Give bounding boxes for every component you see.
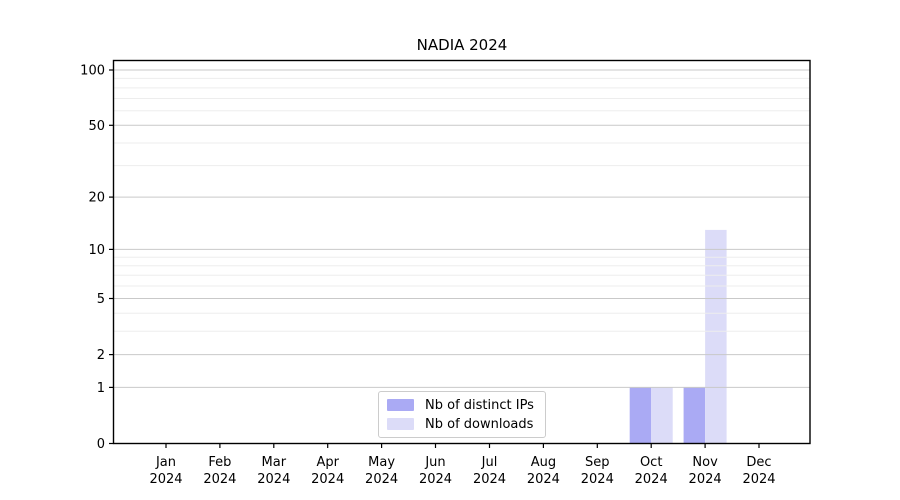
legend-swatch-downloads (387, 418, 414, 430)
minor-gridlines (113, 77, 810, 332)
x-tick-label-year: 2024 (742, 472, 775, 487)
y-tick-label: 20 (88, 191, 105, 206)
x-tick-label-month: Sep (585, 455, 610, 470)
legend-label-distinct-ips: Nb of distinct IPs (425, 397, 534, 413)
y-tick-label: 2 (97, 348, 105, 363)
y-axis: 0 1 2 5 10 20 50 100 (80, 64, 114, 452)
x-tick-label-month: Dec (746, 455, 771, 470)
x-tick-label-month: May (368, 455, 395, 470)
x-tick-label-year: 2024 (527, 472, 560, 487)
y-tick-label: 0 (97, 437, 105, 452)
y-tick-label: 100 (80, 64, 105, 79)
y-tick-label: 5 (97, 292, 105, 307)
chart-title: NADIA 2024 (416, 36, 508, 54)
bar-nb-of-distinct-ips-nov (683, 387, 706, 444)
y-tick-label: 1 (97, 381, 105, 396)
x-tick-label-month: Jun (424, 455, 445, 470)
legend-item-distinct-ips: Nb of distinct IPs (387, 397, 536, 413)
x-tick-label-year: 2024 (203, 472, 236, 487)
x-tick-label-year: 2024 (257, 472, 290, 487)
x-tick-label-year: 2024 (149, 472, 182, 487)
x-tick-label-month: Jul (481, 455, 498, 470)
major-gridlines (113, 69, 810, 388)
x-axis: Jan 2024 Feb 2024 Mar 2024 Apr 2024 May 2024 Jun 20… (149, 443, 776, 487)
y-tick-label: 50 (88, 119, 105, 134)
x-tick-label-year: 2024 (635, 472, 668, 487)
x-tick-label-year: 2024 (473, 472, 506, 487)
chart-legend: Nb of distinct IPs Nb of downloads (378, 391, 546, 438)
x-tick-label-year: 2024 (581, 472, 614, 487)
x-tick-label-month: Feb (208, 455, 231, 470)
bar-nb-of-downloads-nov (705, 229, 727, 444)
x-tick-label-month: Apr (316, 455, 339, 470)
plot-border (112, 59, 811, 445)
x-tick-label-year: 2024 (365, 472, 398, 487)
bars (629, 229, 727, 444)
x-tick-label-month: Jan (155, 455, 176, 470)
x-tick-label-year: 2024 (419, 472, 452, 487)
x-tick-label-year: 2024 (689, 472, 722, 487)
x-tick-label-month: Mar (262, 455, 287, 470)
legend-item-downloads: Nb of downloads (387, 416, 536, 432)
bar-nb-of-downloads-oct (651, 387, 673, 444)
x-tick-label-month: Aug (531, 455, 556, 470)
x-tick-label-month: Nov (692, 455, 718, 470)
bar-nb-of-distinct-ips-oct (629, 387, 652, 444)
y-tick-label: 10 (88, 243, 105, 258)
legend-swatch-distinct-ips (387, 399, 414, 411)
x-tick-label-year: 2024 (311, 472, 344, 487)
x-tick-label-month: Oct (640, 455, 662, 470)
legend-label-downloads: Nb of downloads (425, 416, 534, 432)
